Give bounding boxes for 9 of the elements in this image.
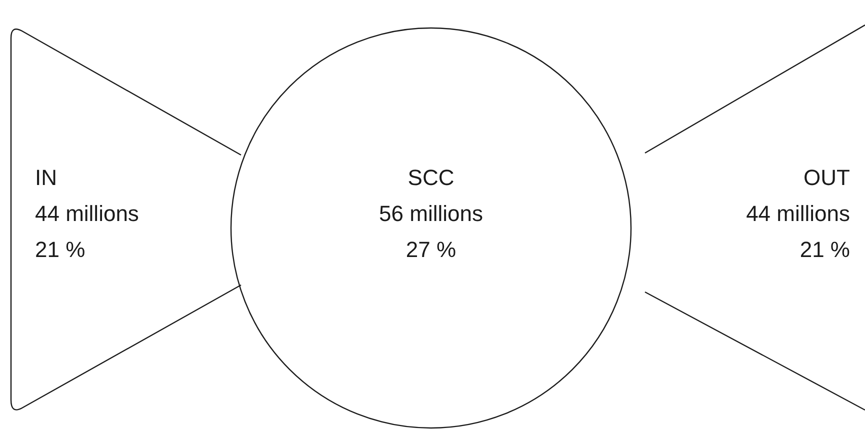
category-label: IN: [35, 165, 57, 190]
category-label: OUT: [804, 165, 850, 190]
data-label: 21 %: [800, 237, 850, 262]
data-label: 56 millions: [379, 201, 483, 226]
data-label: 21 %: [35, 237, 86, 262]
data-label: 27 %: [406, 237, 456, 262]
data-label: 44 millions: [746, 201, 850, 226]
data-label: 44 millions: [35, 201, 139, 226]
category-label: SCC: [408, 165, 454, 190]
